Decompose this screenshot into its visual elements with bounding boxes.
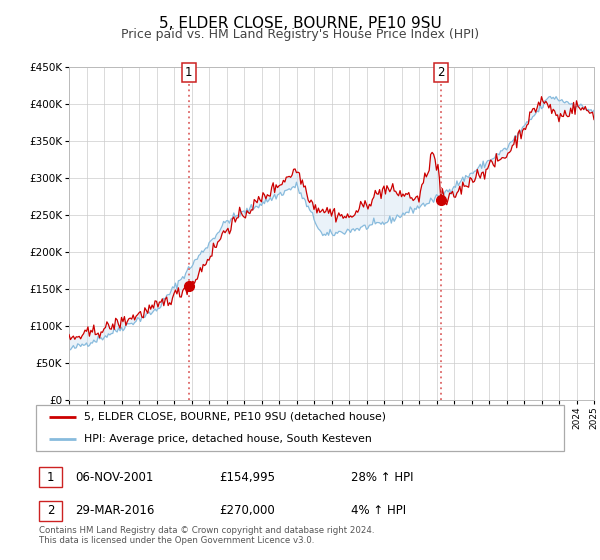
Text: 4% ↑ HPI: 4% ↑ HPI xyxy=(351,504,406,517)
Text: 28% ↑ HPI: 28% ↑ HPI xyxy=(351,470,413,484)
Text: £270,000: £270,000 xyxy=(219,504,275,517)
Text: £154,995: £154,995 xyxy=(219,470,275,484)
Text: Contains HM Land Registry data © Crown copyright and database right 2024.: Contains HM Land Registry data © Crown c… xyxy=(39,526,374,535)
Text: 1: 1 xyxy=(47,470,54,484)
Text: 1: 1 xyxy=(185,66,193,79)
Text: 5, ELDER CLOSE, BOURNE, PE10 9SU (detached house): 5, ELDER CLOSE, BOURNE, PE10 9SU (detach… xyxy=(83,412,386,422)
Text: 2: 2 xyxy=(47,504,54,517)
Text: Price paid vs. HM Land Registry's House Price Index (HPI): Price paid vs. HM Land Registry's House … xyxy=(121,28,479,41)
Text: This data is licensed under the Open Government Licence v3.0.: This data is licensed under the Open Gov… xyxy=(39,536,314,545)
Text: 29-MAR-2016: 29-MAR-2016 xyxy=(75,504,154,517)
Text: 06-NOV-2001: 06-NOV-2001 xyxy=(75,470,154,484)
Text: HPI: Average price, detached house, South Kesteven: HPI: Average price, detached house, Sout… xyxy=(83,434,371,444)
Text: 5, ELDER CLOSE, BOURNE, PE10 9SU: 5, ELDER CLOSE, BOURNE, PE10 9SU xyxy=(158,16,442,31)
Text: 2: 2 xyxy=(437,66,445,79)
